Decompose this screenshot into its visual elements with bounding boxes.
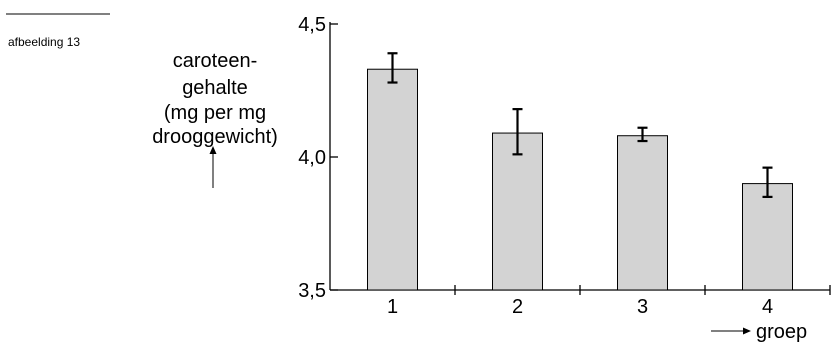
bars <box>367 68 793 291</box>
bar-group-4 <box>742 183 793 291</box>
y-axis-label-line-2: gehalte <box>182 77 248 99</box>
y-tick-label: 3,5 <box>298 280 326 302</box>
error-bar-group-4 <box>762 166 773 198</box>
bar-group-1 <box>367 68 418 291</box>
error-bar-group-3 <box>637 126 648 143</box>
x-axis-label: groep <box>756 321 807 343</box>
error-bar-group-2 <box>512 108 523 156</box>
x-tick-label-3: 3 <box>637 296 648 318</box>
y-axis-label-line-1: caroteen- <box>173 50 258 72</box>
error-bars <box>387 52 773 198</box>
y-tick-label: 4,0 <box>298 147 326 169</box>
x-tick-label-2: 2 <box>512 296 523 318</box>
y-axis-label-line-4: drooggewicht) <box>152 126 278 148</box>
x-tick-label-4: 4 <box>762 296 773 318</box>
error-bar-group-1 <box>387 52 398 84</box>
y-axis-arrow-icon <box>209 146 217 188</box>
y-axis-label-line-3: (mg per mg <box>164 102 266 124</box>
figure-label: afbeelding 13 <box>8 35 80 49</box>
y-tick-label: 4,5 <box>298 14 326 36</box>
y-axis-label: caroteen- gehalte (mg per mg drooggewich… <box>152 50 278 148</box>
x-ticks <box>454 285 831 295</box>
x-tick-labels: 1 2 3 4 <box>387 296 773 318</box>
y-ticks: 3,5 4,0 4,5 <box>298 14 338 302</box>
x-tick-label-1: 1 <box>387 296 398 318</box>
bar-group-2 <box>492 132 543 291</box>
bar-group-3 <box>617 135 668 291</box>
x-axis-arrow-icon <box>711 327 751 335</box>
